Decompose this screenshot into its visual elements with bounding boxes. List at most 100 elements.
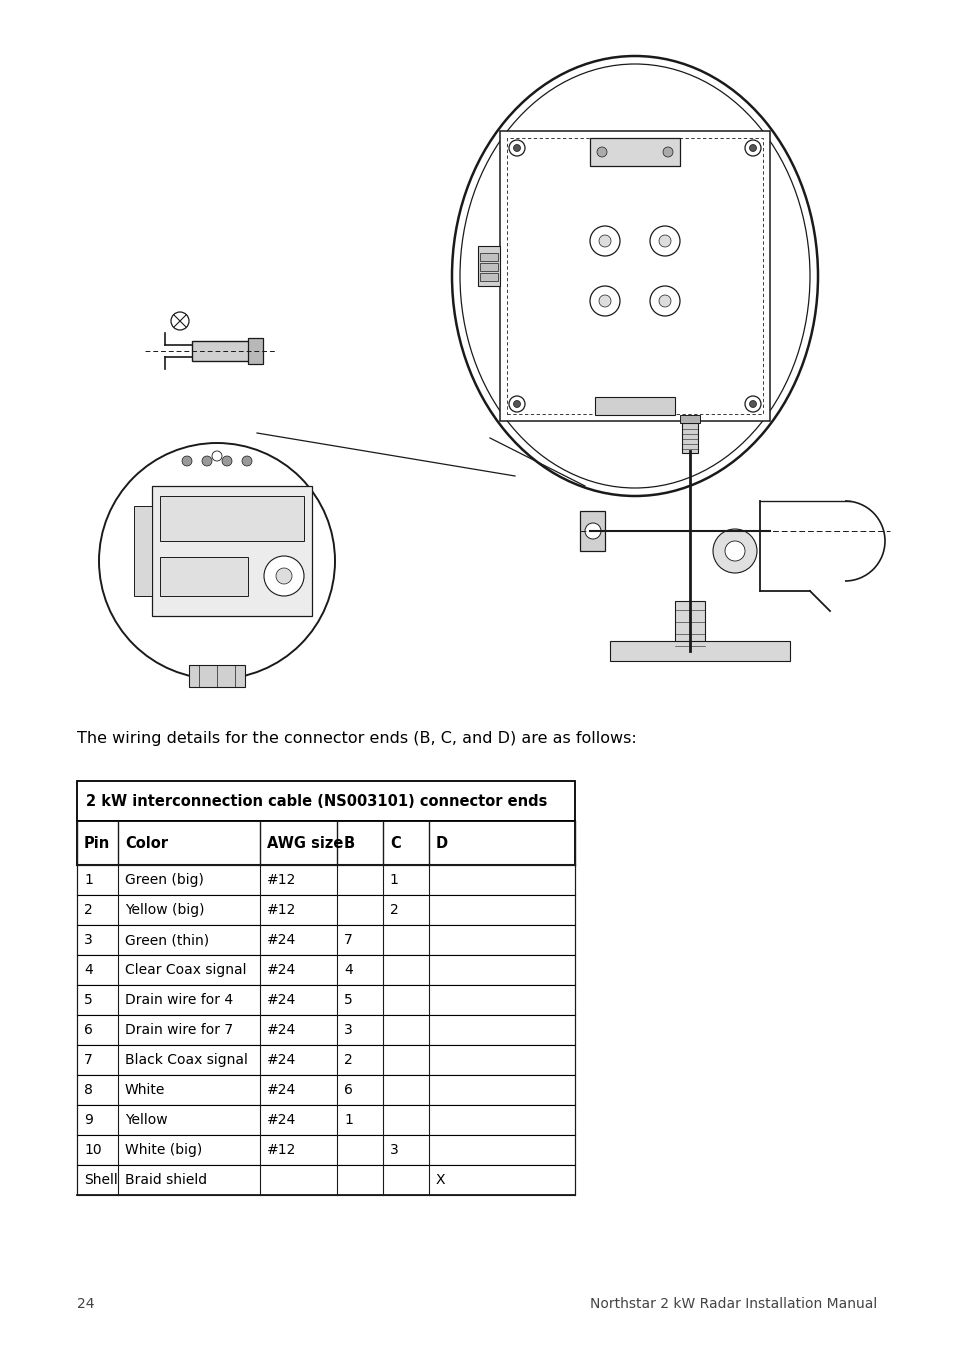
Bar <box>77 1015 575 1046</box>
Circle shape <box>275 567 292 584</box>
Text: 4: 4 <box>84 963 92 977</box>
Circle shape <box>598 235 610 247</box>
Bar <box>77 1105 575 1135</box>
Bar <box>595 397 675 415</box>
Bar <box>77 1165 575 1196</box>
Circle shape <box>744 396 760 412</box>
Circle shape <box>649 286 679 316</box>
Bar <box>77 894 575 925</box>
Circle shape <box>171 312 189 330</box>
Text: 9: 9 <box>84 1113 92 1127</box>
Text: Braid shield: Braid shield <box>125 1173 207 1188</box>
Text: 5: 5 <box>344 993 353 1006</box>
Bar <box>77 781 575 821</box>
Text: #24: #24 <box>267 1052 295 1067</box>
Circle shape <box>749 400 756 408</box>
Text: 2: 2 <box>84 902 92 917</box>
Text: Shell: Shell <box>84 1173 117 1188</box>
Text: 6: 6 <box>84 1023 92 1038</box>
Bar <box>160 496 304 540</box>
Text: #24: #24 <box>267 993 295 1006</box>
Text: X: X <box>436 1173 445 1188</box>
Text: #24: #24 <box>267 963 295 977</box>
Text: B: B <box>344 835 355 851</box>
Text: 10: 10 <box>84 1143 102 1156</box>
Text: #12: #12 <box>267 873 295 888</box>
Text: 1: 1 <box>344 1113 353 1127</box>
Text: Green (thin): Green (thin) <box>125 934 209 947</box>
Circle shape <box>509 396 524 412</box>
Bar <box>192 340 250 361</box>
Text: Drain wire for 7: Drain wire for 7 <box>125 1023 233 1038</box>
Text: White: White <box>125 1084 165 1097</box>
Circle shape <box>513 145 520 151</box>
Circle shape <box>749 145 756 151</box>
Text: Color: Color <box>125 835 168 851</box>
Bar <box>679 415 700 423</box>
Text: 3: 3 <box>390 1143 398 1156</box>
Bar <box>133 507 152 596</box>
Circle shape <box>182 457 192 466</box>
Text: #12: #12 <box>267 1143 295 1156</box>
Text: 8: 8 <box>84 1084 92 1097</box>
Text: #24: #24 <box>267 1113 295 1127</box>
Text: #24: #24 <box>267 934 295 947</box>
Text: Northstar 2 kW Radar Installation Manual: Northstar 2 kW Radar Installation Manual <box>589 1297 876 1310</box>
Text: 4: 4 <box>344 963 353 977</box>
Text: Drain wire for 4: Drain wire for 4 <box>125 993 233 1006</box>
Bar <box>189 665 245 688</box>
Text: #24: #24 <box>267 1084 295 1097</box>
Circle shape <box>712 530 757 573</box>
Circle shape <box>513 400 520 408</box>
Bar <box>160 557 248 596</box>
Bar <box>77 985 575 1015</box>
Text: Green (big): Green (big) <box>125 873 204 888</box>
Circle shape <box>242 457 252 466</box>
Circle shape <box>99 443 335 680</box>
Bar <box>681 423 698 453</box>
Bar <box>77 1135 575 1165</box>
Circle shape <box>597 147 606 157</box>
Circle shape <box>659 295 670 307</box>
Text: Yellow (big): Yellow (big) <box>125 902 204 917</box>
Ellipse shape <box>452 55 817 496</box>
Text: Clear Coax signal: Clear Coax signal <box>125 963 246 977</box>
Bar <box>77 1075 575 1105</box>
Circle shape <box>649 226 679 255</box>
Text: 3: 3 <box>84 934 92 947</box>
Bar <box>77 955 575 985</box>
Circle shape <box>584 523 600 539</box>
Circle shape <box>744 141 760 155</box>
Text: 2: 2 <box>390 902 398 917</box>
Text: 7: 7 <box>84 1052 92 1067</box>
Bar <box>609 640 789 661</box>
Circle shape <box>589 286 619 316</box>
Text: C: C <box>390 835 400 851</box>
Text: Pin: Pin <box>84 835 111 851</box>
Text: 24: 24 <box>77 1297 94 1310</box>
Bar <box>477 246 499 286</box>
Circle shape <box>202 457 212 466</box>
Circle shape <box>212 451 222 461</box>
Bar <box>675 601 704 651</box>
Bar <box>77 821 575 865</box>
Bar <box>506 138 762 413</box>
Text: AWG size: AWG size <box>267 835 343 851</box>
Text: D: D <box>436 835 447 851</box>
Text: The wiring details for the connector ends (B, C, and D) are as follows:: The wiring details for the connector end… <box>77 731 636 746</box>
Text: 1: 1 <box>390 873 398 888</box>
Text: 6: 6 <box>344 1084 353 1097</box>
Bar <box>479 263 497 272</box>
Bar <box>248 338 263 363</box>
Bar <box>77 925 575 955</box>
Text: White (big): White (big) <box>125 1143 202 1156</box>
Bar <box>152 486 312 616</box>
Circle shape <box>598 295 610 307</box>
Bar <box>77 865 575 894</box>
Text: 7: 7 <box>344 934 353 947</box>
Bar <box>499 131 769 422</box>
Circle shape <box>509 141 524 155</box>
Text: Yellow: Yellow <box>125 1113 168 1127</box>
Text: 2 kW interconnection cable (NS003101) connector ends: 2 kW interconnection cable (NS003101) co… <box>86 793 547 808</box>
Text: Black Coax signal: Black Coax signal <box>125 1052 248 1067</box>
